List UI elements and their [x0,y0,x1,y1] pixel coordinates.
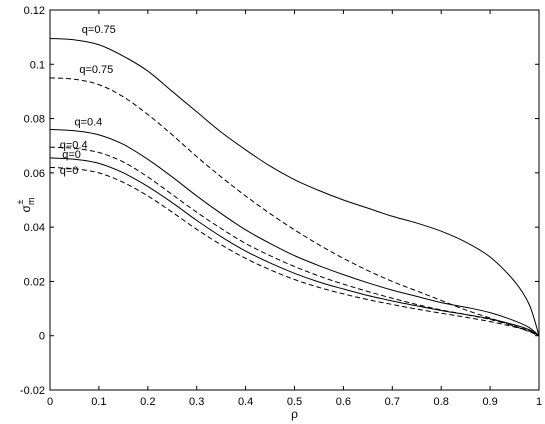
y-tick-label: 0.04 [24,222,45,234]
annotation-label: q=0.4 [74,116,102,128]
y-tick-label: 0.08 [24,114,45,126]
y-tick-label: 0.06 [24,168,45,180]
svg-text:σm±: σm± [15,198,36,213]
annotation-label: q=0 [62,149,81,161]
series-line-4 [49,157,540,337]
x-tick-label: 0.9 [482,396,497,408]
y-tick-label: 0.02 [24,276,45,288]
x-tick-label: 0 [47,396,53,408]
y-tick-label: 0.12 [24,5,45,17]
x-tick-label: 0.4 [238,396,253,408]
y-tick-label: 0.1 [30,59,45,71]
plot-area [49,9,540,391]
series-group [49,38,540,337]
annotations-group: q=0.75q=0.75q=0.4q=0.4q=0q=0 [60,24,116,177]
x-tick-label: 1 [536,396,542,408]
annotation-label: q=0.75 [79,64,113,76]
y-axis-label-main: σ [19,204,33,212]
y-axis-label-sub: m [26,198,36,206]
x-axis-label: ρ [291,407,298,421]
series-line-5 [49,166,540,337]
y-axis: -0.02 0 0.02 0.04 0.06 0.08 0.1 0.12 [20,5,539,397]
x-tick-label: 0.8 [434,396,449,408]
x-tick-label: 0.2 [140,396,155,408]
y-axis-label: σm± [15,198,36,213]
series-line-2 [49,128,540,337]
annotation-label: q=0.4 [60,139,88,151]
y-axis-label-sup: ± [15,200,25,205]
y-tick-label: -0.02 [20,385,45,397]
x-tick-label: 0.6 [336,396,351,408]
annotation-label: q=0 [60,165,79,177]
series-line-1 [49,77,540,337]
x-axis: 0 0.1 0.2 0.3 0.4 0.5 0.6 0.7 0.8 0.9 1 [47,10,542,408]
x-tick-label: 0.3 [189,396,204,408]
x-tick-label: 0.1 [91,396,106,408]
series-line-0 [49,38,540,336]
x-tick-label: 0.5 [287,396,302,408]
x-tick-label: 0.7 [385,396,400,408]
annotation-label: q=0.75 [82,24,116,36]
y-tick-label: 0 [39,331,45,343]
